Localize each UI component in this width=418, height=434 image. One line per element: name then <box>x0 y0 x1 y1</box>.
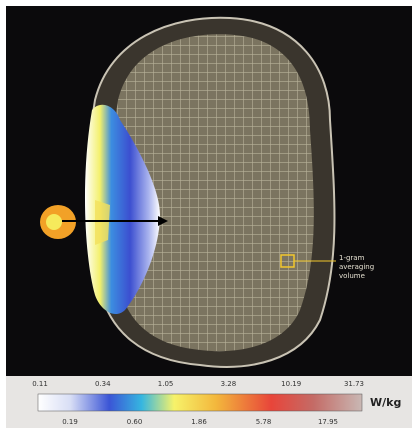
colorbar-label: 17.95 <box>318 418 338 426</box>
colorbar-label: 0.11 <box>32 380 48 388</box>
colorbar-label: 31.73 <box>344 380 364 388</box>
colorbar-label: 1.86 <box>191 418 207 426</box>
colorbar-label: 0.34 <box>95 380 111 388</box>
colorbar-label: 1.05 <box>158 380 174 388</box>
figure: 1-gram averaging volume 0.11 0.34 1.05 3.28… <box>0 0 418 434</box>
ear-core <box>46 214 62 230</box>
colorbar-unit: W/kg <box>370 396 401 409</box>
colorbar-label: 10.19 <box>281 380 301 388</box>
colorbar-label: 0.60 <box>127 418 143 426</box>
annotation-text: volume <box>339 272 365 280</box>
annotation-text: averaging <box>339 263 374 271</box>
sar-hotspot <box>95 200 110 245</box>
colorbar <box>38 394 362 411</box>
annotation-text: 1-gram <box>339 254 365 262</box>
colorbar-label: 0.19 <box>62 418 78 426</box>
colorbar-label: 3.28 <box>221 380 237 388</box>
colorbar-label: 5.78 <box>256 418 272 426</box>
